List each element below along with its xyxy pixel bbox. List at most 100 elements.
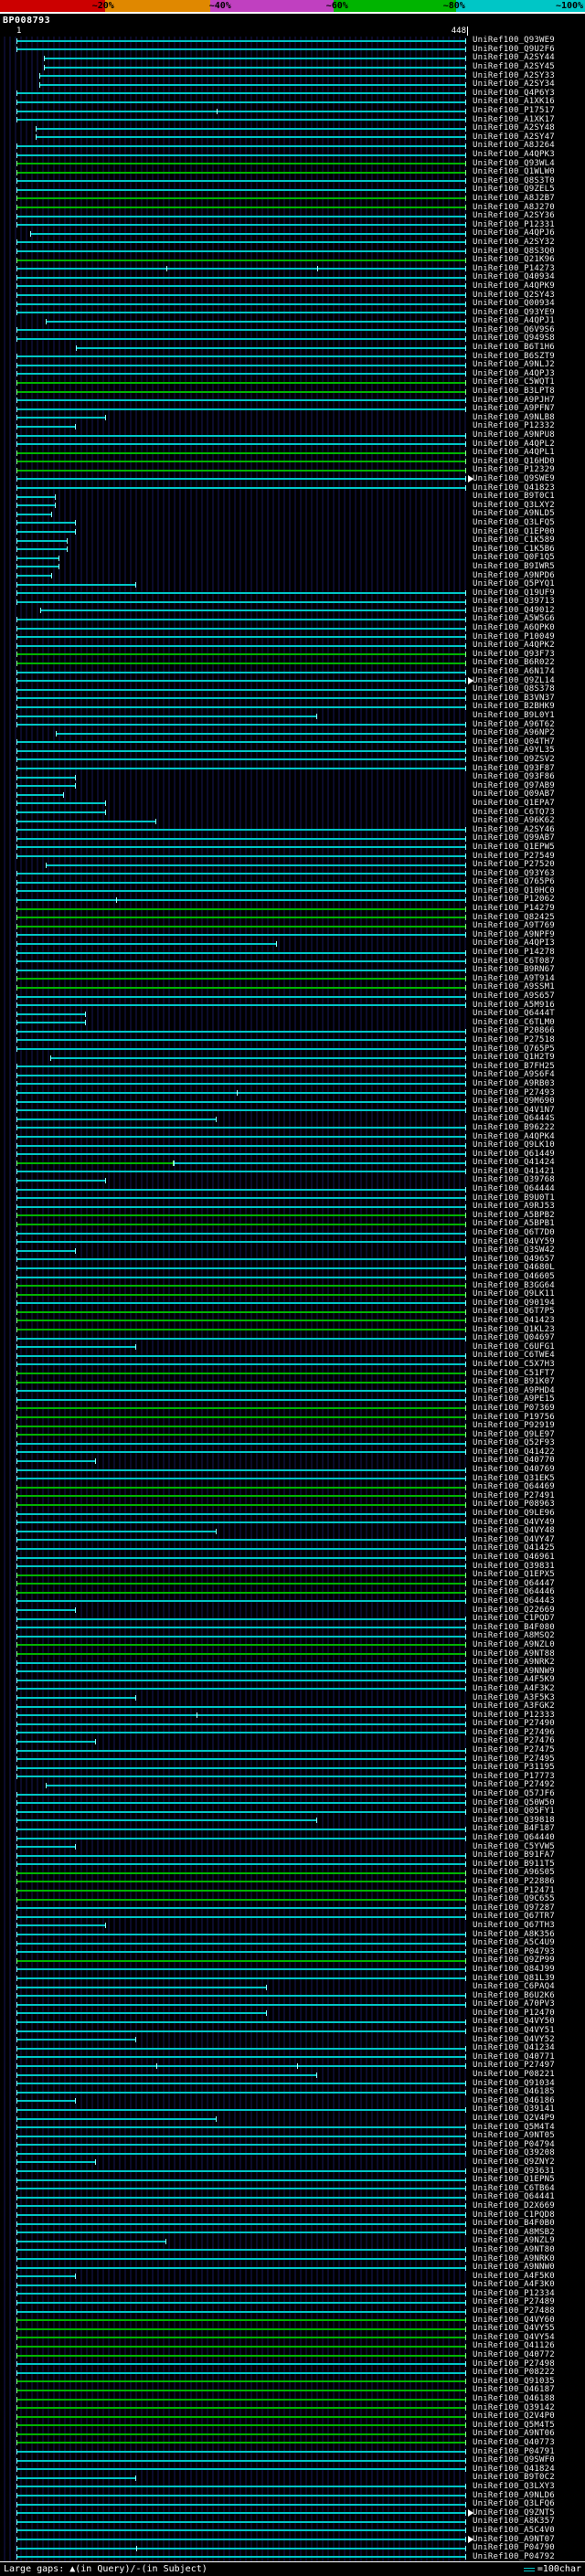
alignment-bar[interactable]: [16, 642, 466, 649]
alignment-row[interactable]: UniRef100_A4QPJ3: [0, 370, 585, 379]
hit-label[interactable]: UniRef100_Q1EPA7: [473, 798, 555, 808]
alignment-row[interactable]: UniRef100_B7FH25: [0, 1062, 585, 1071]
alignment-row[interactable]: UniRef100_Q41823: [0, 483, 585, 493]
alignment-row[interactable]: UniRef100_A2SY48: [0, 124, 585, 133]
alignment-bar[interactable]: [16, 441, 466, 448]
alignment-bar[interactable]: [16, 2264, 466, 2271]
alignment-row[interactable]: UniRef100_Q46186: [0, 2097, 585, 2106]
hit-label[interactable]: UniRef100_A9NPU8: [473, 430, 555, 440]
alignment-row[interactable]: UniRef100_Q64441: [0, 2193, 585, 2202]
alignment-bar[interactable]: [16, 529, 76, 535]
alignment-bar[interactable]: [16, 1721, 466, 1727]
alignment-row[interactable]: UniRef100_P04790: [0, 2544, 585, 2553]
hit-label[interactable]: UniRef100_P14278: [473, 948, 555, 958]
hit-label[interactable]: UniRef100_Q04TH7: [473, 737, 555, 747]
alignment-bar[interactable]: [16, 959, 466, 965]
hit-label[interactable]: UniRef100_P27492: [473, 1780, 555, 1790]
alignment-bar[interactable]: [16, 2212, 466, 2219]
alignment-bar[interactable]: [16, 1949, 466, 1956]
hit-label[interactable]: UniRef100_Q41421: [473, 1166, 555, 1176]
alignment-bar[interactable]: [16, 1826, 466, 1832]
hit-label[interactable]: UniRef100_B9RN67: [473, 965, 555, 975]
alignment-row[interactable]: UniRef100_P04793: [0, 1947, 585, 1956]
alignment-bar[interactable]: [16, 335, 466, 342]
hit-label[interactable]: UniRef100_A9NLB8: [473, 412, 555, 422]
hit-label[interactable]: UniRef100_C6T087: [473, 956, 555, 966]
alignment-row[interactable]: UniRef100_Q39818: [0, 1817, 585, 1826]
alignment-bar[interactable]: [16, 537, 69, 544]
alignment-bar[interactable]: [45, 318, 466, 324]
alignment-row[interactable]: UniRef100_Q0F1Q5: [0, 554, 585, 563]
alignment-bar[interactable]: [16, 1957, 466, 1964]
alignment-bar[interactable]: [16, 371, 466, 377]
hit-label[interactable]: UniRef100_A4F3K0: [473, 2280, 555, 2290]
alignment-bar[interactable]: [16, 695, 466, 702]
hit-label[interactable]: UniRef100_B4F187: [473, 1824, 555, 1834]
hit-label[interactable]: UniRef100_Q3LXY3: [473, 2481, 555, 2491]
alignment-bar[interactable]: [16, 879, 466, 885]
alignment-bar[interactable]: [16, 2537, 466, 2543]
hit-label[interactable]: UniRef100_A2SY44: [473, 53, 555, 63]
alignment-bar[interactable]: [16, 2256, 466, 2263]
hit-label[interactable]: UniRef100_Q39831: [473, 1561, 555, 1571]
alignment-bar[interactable]: [16, 853, 466, 860]
alignment-bar[interactable]: [16, 2177, 466, 2183]
alignment-bar[interactable]: [16, 1537, 466, 1543]
alignment-row[interactable]: UniRef100_A9S657: [0, 992, 585, 1002]
alignment-bar[interactable]: [16, 1932, 466, 1938]
hit-label[interactable]: UniRef100_B9L0Y1: [473, 711, 555, 721]
hit-label[interactable]: UniRef100_Q10HC0: [473, 885, 555, 896]
alignment-bar[interactable]: [16, 1581, 466, 1587]
alignment-bar[interactable]: [16, 2317, 466, 2324]
alignment-row[interactable]: UniRef100_Q16HD0: [0, 457, 585, 467]
hit-label[interactable]: UniRef100_A2SY45: [473, 62, 555, 72]
hit-label[interactable]: UniRef100_B9T0C1: [473, 492, 555, 502]
alignment-bar[interactable]: [16, 739, 466, 746]
alignment-bar[interactable]: [16, 117, 466, 123]
alignment-row[interactable]: UniRef100_C6TWE4: [0, 1352, 585, 1361]
alignment-row[interactable]: UniRef100_P12329: [0, 466, 585, 475]
alignment-row[interactable]: UniRef100_P08221: [0, 2071, 585, 2080]
hit-label[interactable]: UniRef100_Q41824: [473, 2464, 555, 2474]
alignment-row[interactable]: UniRef100_A96NP2: [0, 729, 585, 738]
alignment-row[interactable]: UniRef100_Q9U2F6: [0, 46, 585, 55]
alignment-bar[interactable]: [16, 906, 466, 912]
alignment-bar[interactable]: [16, 108, 466, 114]
hit-label[interactable]: UniRef100_Q93F87: [473, 763, 555, 773]
alignment-bar[interactable]: [16, 1046, 466, 1053]
hit-label[interactable]: UniRef100_A96S05: [473, 1868, 555, 1878]
alignment-bar[interactable]: [16, 1142, 466, 1149]
hit-label[interactable]: UniRef100_C6TB64: [473, 2183, 555, 2193]
alignment-row[interactable]: UniRef100_Q52F93: [0, 1439, 585, 1448]
alignment-row[interactable]: UniRef100_Q4VY47: [0, 1536, 585, 1545]
alignment-bar[interactable]: [16, 1844, 76, 1850]
alignment-row[interactable]: UniRef100_Q41422: [0, 1448, 585, 1458]
hit-label[interactable]: UniRef100_Q93WL4: [473, 158, 555, 168]
alignment-row[interactable]: UniRef100_Q765P5: [0, 1044, 585, 1054]
hit-label[interactable]: UniRef100_A9S6F4: [473, 1070, 555, 1080]
hit-label[interactable]: UniRef100_A4QPJ1: [473, 316, 555, 326]
alignment-row[interactable]: UniRef100_C5WQT1: [0, 378, 585, 387]
alignment-bar[interactable]: [16, 1572, 466, 1578]
alignment-row[interactable]: UniRef100_C6TQ73: [0, 808, 585, 817]
alignment-row[interactable]: UniRef100_Q49657: [0, 1256, 585, 1265]
alignment-row[interactable]: UniRef100_A9NRK0: [0, 2254, 585, 2263]
alignment-bar[interactable]: [16, 1028, 466, 1034]
alignment-bar[interactable]: [16, 1747, 466, 1754]
alignment-row[interactable]: UniRef100_P12062: [0, 896, 585, 905]
hit-label[interactable]: UniRef100_A8MSB2: [473, 2227, 555, 2237]
hit-label[interactable]: UniRef100_P12470: [473, 2008, 555, 2018]
alignment-row[interactable]: UniRef100_A9NPU8: [0, 431, 585, 440]
alignment-row[interactable]: UniRef100_Q9LK11: [0, 1290, 585, 1299]
alignment-bar[interactable]: [16, 722, 466, 728]
alignment-row[interactable]: UniRef100_A2SY34: [0, 80, 585, 90]
alignment-bar[interactable]: [45, 862, 466, 868]
alignment-row[interactable]: UniRef100_A96S05: [0, 1869, 585, 1878]
alignment-row[interactable]: UniRef100_Q9ZNT5: [0, 2508, 585, 2518]
hit-label[interactable]: UniRef100_B6U2K6: [473, 1990, 555, 2000]
alignment-row[interactable]: UniRef100_Q82425: [0, 913, 585, 922]
alignment-bar[interactable]: [16, 1213, 466, 1219]
alignment-row[interactable]: UniRef100_A4QPI3: [0, 939, 585, 949]
alignment-bar[interactable]: [16, 2545, 466, 2551]
hit-label[interactable]: UniRef100_A9YL35: [473, 746, 555, 756]
